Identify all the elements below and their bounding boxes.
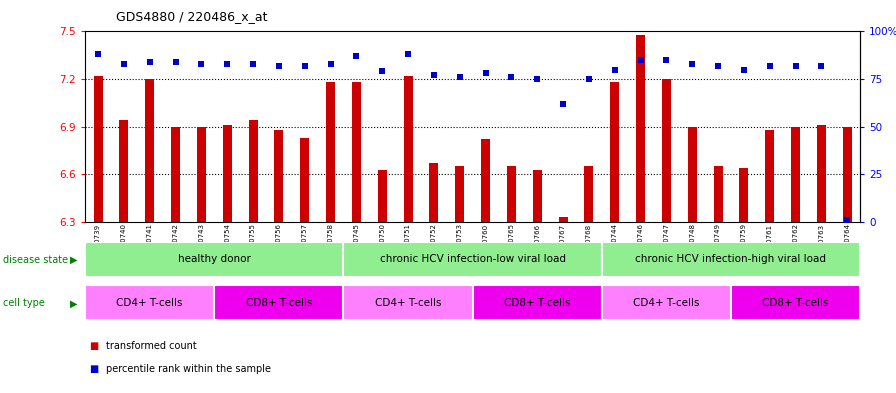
Bar <box>378 170 387 222</box>
Point <box>194 61 209 67</box>
Bar <box>197 127 206 222</box>
Bar <box>731 285 860 320</box>
Point <box>762 62 777 69</box>
Bar <box>274 130 283 222</box>
Text: chronic HCV infection-low viral load: chronic HCV infection-low viral load <box>380 254 565 264</box>
Bar <box>300 138 309 222</box>
Bar <box>214 285 343 320</box>
Text: percentile rank within the sample: percentile rank within the sample <box>106 364 271 375</box>
Point <box>349 53 364 59</box>
Text: chronic HCV infection-high viral load: chronic HCV infection-high viral load <box>635 254 826 264</box>
Bar <box>473 285 602 320</box>
Point <box>840 217 855 223</box>
Text: ▶: ▶ <box>70 298 77 309</box>
Bar <box>481 140 490 222</box>
Bar <box>119 120 128 222</box>
Bar <box>584 167 593 222</box>
Point <box>297 62 312 69</box>
Point <box>737 66 751 73</box>
Point <box>504 74 519 80</box>
Bar <box>636 35 645 222</box>
Bar <box>455 167 464 222</box>
Text: CD4+ T-cells: CD4+ T-cells <box>633 298 700 308</box>
Text: CD8+ T-cells: CD8+ T-cells <box>762 298 829 308</box>
Point <box>788 62 803 69</box>
Bar <box>602 285 731 320</box>
Text: transformed count: transformed count <box>106 341 196 351</box>
Bar <box>662 79 671 222</box>
Bar <box>610 82 619 222</box>
Text: cell type: cell type <box>3 298 45 309</box>
Bar <box>739 168 748 222</box>
Bar <box>343 242 602 277</box>
Bar <box>326 82 335 222</box>
Bar <box>791 127 800 222</box>
Text: ■: ■ <box>90 341 99 351</box>
Bar <box>93 76 102 222</box>
Text: CD8+ T-cells: CD8+ T-cells <box>504 298 571 308</box>
Point <box>452 74 467 80</box>
Text: CD8+ T-cells: CD8+ T-cells <box>246 298 312 308</box>
Bar <box>713 167 722 222</box>
Bar <box>429 163 438 222</box>
Bar <box>688 127 697 222</box>
Point <box>142 59 157 65</box>
Point <box>478 70 493 77</box>
Bar <box>223 125 232 222</box>
Bar <box>602 242 860 277</box>
Point <box>607 66 622 73</box>
Point <box>271 62 286 69</box>
Point <box>90 51 105 57</box>
Text: ■: ■ <box>90 364 99 375</box>
Bar <box>145 79 154 222</box>
Bar <box>171 127 180 222</box>
Point <box>659 57 674 63</box>
Text: disease state: disease state <box>3 255 68 265</box>
Point <box>814 62 829 69</box>
Point <box>375 68 390 75</box>
Bar <box>85 285 214 320</box>
Text: ▶: ▶ <box>70 255 77 265</box>
Point <box>582 76 596 82</box>
Point <box>685 61 700 67</box>
Bar <box>765 130 774 222</box>
Bar <box>817 125 826 222</box>
Point <box>426 72 441 79</box>
Point <box>168 59 183 65</box>
Point <box>530 76 545 82</box>
Point <box>401 51 415 57</box>
Point <box>246 61 260 67</box>
Point <box>220 61 235 67</box>
Point <box>711 62 725 69</box>
Bar <box>533 170 542 222</box>
Bar <box>85 242 343 277</box>
Text: CD4+ T-cells: CD4+ T-cells <box>116 298 183 308</box>
Point <box>556 101 570 107</box>
Bar <box>843 127 852 222</box>
Text: CD4+ T-cells: CD4+ T-cells <box>375 298 442 308</box>
Bar <box>343 285 473 320</box>
Bar <box>352 82 361 222</box>
Text: GDS4880 / 220486_x_at: GDS4880 / 220486_x_at <box>116 10 268 23</box>
Bar <box>507 167 516 222</box>
Text: healthy donor: healthy donor <box>177 254 251 264</box>
Point <box>323 61 338 67</box>
Bar <box>403 76 412 222</box>
Bar <box>248 120 257 222</box>
Point <box>633 57 648 63</box>
Point <box>116 61 131 67</box>
Bar <box>558 217 567 222</box>
